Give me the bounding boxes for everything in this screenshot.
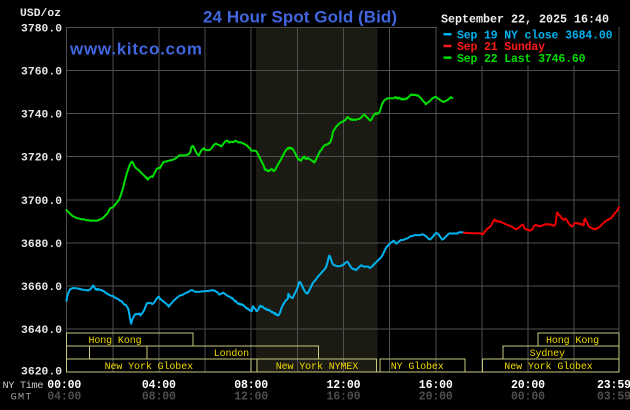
svg-text:Sep 22 Last 3746.60: Sep 22 Last 3746.60 [457,53,586,66]
svg-text:3780.0: 3780.0 [21,24,62,36]
svg-text:20:00: 20:00 [511,379,545,392]
svg-text:3740.0: 3740.0 [21,110,62,122]
svg-text:24 Hour Spot Gold (Bid): 24 Hour Spot Gold (Bid) [203,8,397,27]
svg-text:3680.0: 3680.0 [21,239,62,251]
svg-text:3640.0: 3640.0 [21,325,62,337]
svg-text:September 22, 2025 16:40: September 22, 2025 16:40 [441,13,609,27]
svg-text:23:59: 23:59 [597,379,630,392]
svg-text:USD/oz: USD/oz [20,8,61,20]
svg-text:Sep 21 Sunday: Sep 21 Sunday [457,41,545,54]
svg-text:3620.0: 3620.0 [21,367,62,379]
svg-text:New York Globex: New York Globex [105,361,194,373]
svg-text:00:00: 00:00 [511,391,545,404]
svg-text:London: London [214,348,249,360]
svg-text:00:00: 00:00 [47,379,81,392]
svg-text:3700.0: 3700.0 [21,196,62,208]
svg-text:08:00: 08:00 [142,391,176,404]
svg-text:GMT: GMT [11,392,32,404]
svg-text:NY Time: NY Time [3,380,44,392]
svg-text:Sep 19 NY close 3684.00: Sep 19 NY close 3684.00 [457,30,613,43]
svg-text:16:00: 16:00 [419,379,453,392]
svg-text:Hong Kong: Hong Kong [89,336,142,347]
svg-text:3720.0: 3720.0 [21,153,62,165]
svg-text:3760.0: 3760.0 [21,67,62,79]
svg-text:3660.0: 3660.0 [21,282,62,294]
svg-text:New York Globex: New York Globex [504,361,593,373]
svg-text:03:59: 03:59 [597,391,630,404]
svg-text:NY Globex: NY Globex [391,361,444,373]
svg-text:16:00: 16:00 [327,391,361,404]
svg-text:Sydney: Sydney [530,348,565,360]
svg-text:20:00: 20:00 [419,391,453,404]
svg-text:04:00: 04:00 [47,391,81,404]
svg-text:Hong Kong: Hong Kong [546,336,599,347]
svg-text:New York NYMEX: New York NYMEX [276,361,359,373]
svg-text:www.kitco.com: www.kitco.com [69,40,202,59]
svg-text:08:00: 08:00 [234,379,268,392]
svg-text:04:00: 04:00 [142,379,176,392]
svg-text:12:00: 12:00 [327,379,361,392]
svg-text:12:00: 12:00 [234,391,268,404]
